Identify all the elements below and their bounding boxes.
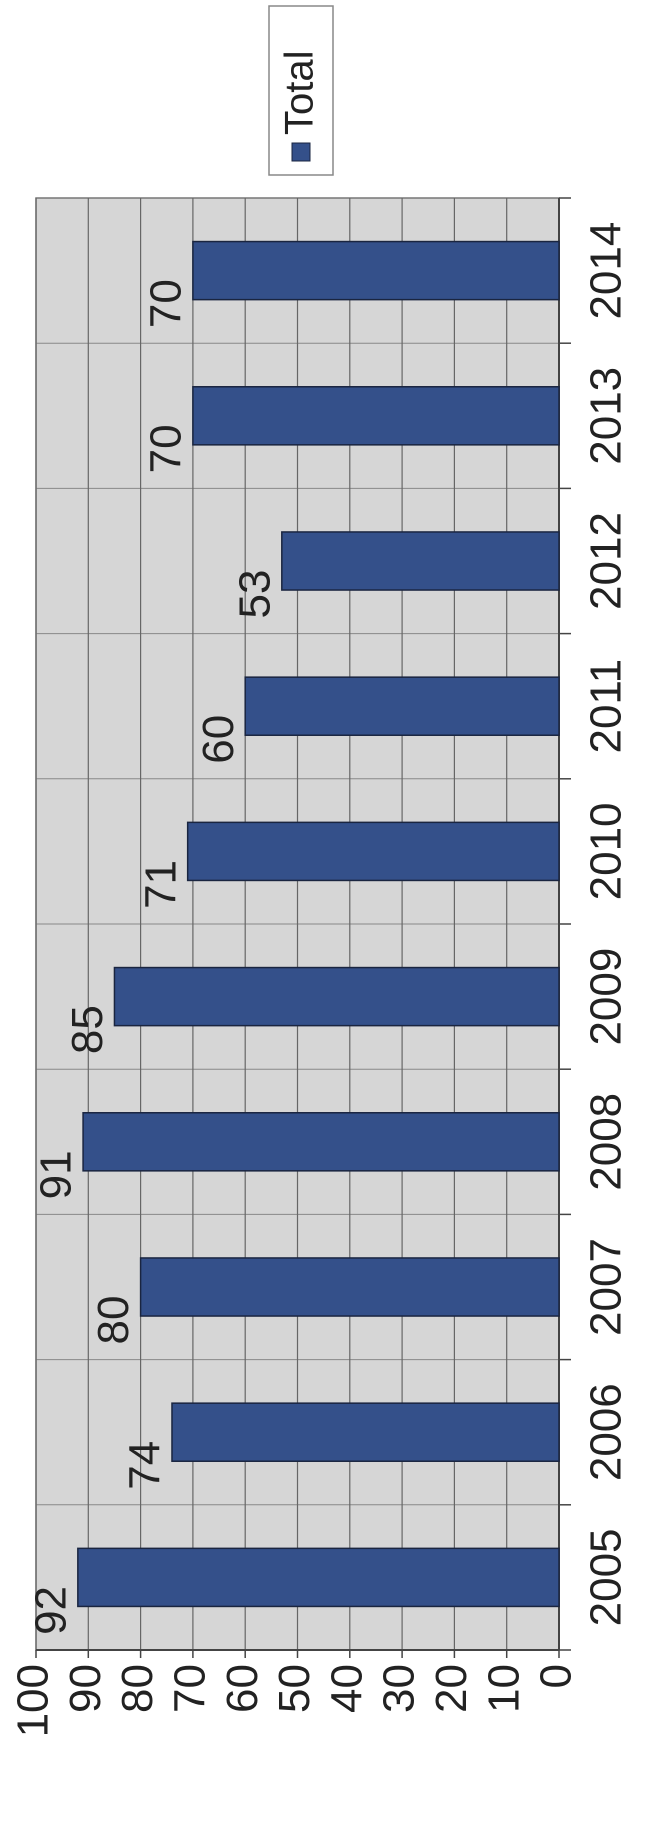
bar (139, 1257, 560, 1317)
data-label: 85 (63, 1005, 112, 1054)
legend-label: Total (278, 51, 322, 136)
x-tick-label: 2014 (582, 222, 631, 320)
bar (82, 1112, 560, 1172)
y-tick-label: 50 (270, 1664, 319, 1713)
x-tick-label: 2010 (582, 802, 631, 900)
data-label: 70 (142, 279, 191, 328)
y-tick-label: 70 (166, 1664, 215, 1713)
data-label: 53 (230, 570, 279, 619)
y-tick-label: 30 (375, 1664, 424, 1713)
bar (186, 821, 560, 882)
x-tick-label: 2008 (582, 1093, 631, 1191)
data-label: 80 (89, 1296, 138, 1345)
bar (244, 676, 560, 736)
data-label: 74 (121, 1441, 170, 1490)
y-tick-label: 80 (113, 1664, 162, 1713)
data-label: 92 (26, 1586, 75, 1635)
legend-marker (291, 142, 311, 162)
bar (77, 1547, 560, 1608)
bar (281, 531, 560, 591)
bar (192, 386, 560, 446)
bar (113, 966, 560, 1027)
x-tick-label: 2013 (582, 367, 631, 465)
x-tick-label: 2007 (582, 1238, 631, 1336)
x-tick-label: 2006 (582, 1383, 631, 1481)
x-tick-label: 2005 (582, 1528, 631, 1626)
y-tick-label: 100 (9, 1664, 58, 1737)
y-tick-label: 40 (322, 1664, 371, 1713)
x-tick-label: 2012 (582, 512, 631, 610)
data-label: 70 (142, 424, 191, 473)
bar (192, 240, 560, 301)
rotated-chart: 0102030405060708090100200520062007200820… (9, 5, 631, 1737)
y-tick-label: 20 (427, 1664, 476, 1713)
bar (171, 1402, 560, 1462)
y-tick-label: 90 (61, 1664, 110, 1713)
data-label: 91 (32, 1150, 81, 1199)
y-tick-label: 60 (218, 1664, 267, 1713)
legend-box (268, 5, 334, 176)
x-tick-label: 2009 (582, 948, 631, 1046)
data-label: 71 (136, 860, 185, 909)
x-tick-label: 2011 (582, 659, 631, 754)
y-tick-label: 10 (479, 1664, 528, 1713)
y-tick-label: 0 (532, 1664, 581, 1688)
data-label: 60 (194, 715, 243, 764)
